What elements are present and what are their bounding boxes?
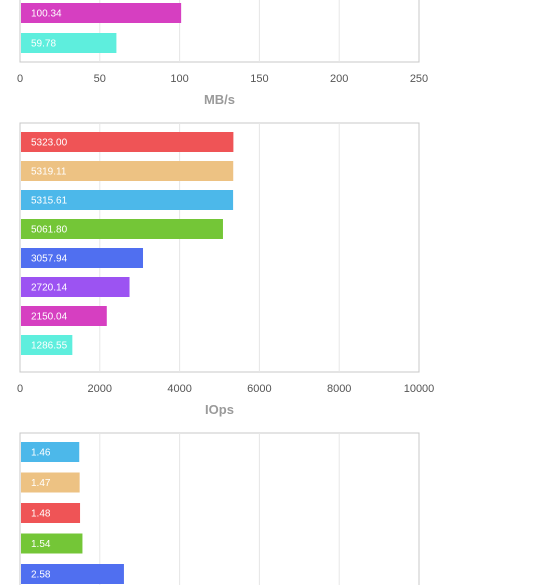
- bar-value-label: 1.54: [31, 539, 51, 550]
- bar: [21, 3, 182, 23]
- bar: [21, 219, 223, 239]
- bar: [21, 335, 73, 355]
- x-tick-label: 8000: [327, 383, 351, 395]
- bar: [21, 132, 234, 152]
- bar-value-label: 1.47: [31, 478, 51, 489]
- x-tick-label: 10000: [404, 383, 435, 395]
- bar-value-label: 5061.80: [31, 225, 68, 236]
- bar-value-label: 2.58: [31, 570, 51, 581]
- bar: [21, 190, 234, 210]
- x-tick-label: 250: [410, 73, 428, 85]
- x-tick-label: 0: [17, 383, 23, 395]
- bar: [21, 161, 234, 181]
- bar-value-label: 2720.14: [31, 283, 68, 294]
- bar: [21, 533, 83, 554]
- x-axis-title: MB/s: [204, 92, 235, 107]
- x-tick-label: 2000: [88, 383, 112, 395]
- x-tick-label: 4000: [167, 383, 191, 395]
- bar: [21, 277, 130, 297]
- plot-frame: [19, 432, 420, 585]
- bar-value-label: 3057.94: [31, 254, 68, 265]
- bar: [21, 564, 124, 584]
- bar-value-label: 100.34: [31, 9, 62, 20]
- chart-3: 1.46 1.47 1.48 1.54 2.58: [19, 432, 420, 585]
- x-tick-label: 200: [330, 73, 348, 85]
- x-axis-title: IOps: [205, 402, 234, 417]
- x-tick-label: 50: [94, 73, 106, 85]
- x-tick-label: 150: [250, 73, 268, 85]
- bar: [21, 33, 117, 53]
- bar-value-label: 5323.00: [31, 138, 68, 149]
- bar: [21, 306, 107, 326]
- chart-1: 100.34 59.78 0 50 100 150 200 250 MB/s: [17, 0, 428, 107]
- bar: [21, 442, 80, 462]
- bar-value-label: 5319.11: [31, 167, 67, 178]
- plot-frame: [19, 122, 420, 373]
- bar: [21, 248, 144, 268]
- bar-value-label: 1.48: [31, 509, 51, 520]
- bar-value-label: 1.46: [31, 448, 51, 459]
- x-tick-label: 0: [17, 73, 23, 85]
- bar: [21, 503, 81, 523]
- bar-value-label: 1286.55: [31, 341, 68, 352]
- chart-2: 5323.00 5319.11 5315.61 5061.80 3057.94 2720.…: [17, 122, 435, 417]
- x-tick-label: 100: [170, 73, 188, 85]
- bar-value-label: 2150.04: [31, 312, 68, 323]
- bar-value-label: 59.78: [31, 39, 56, 50]
- bar: [21, 472, 80, 493]
- bar-value-label: 5315.61: [31, 196, 68, 207]
- x-tick-label: 6000: [247, 383, 271, 395]
